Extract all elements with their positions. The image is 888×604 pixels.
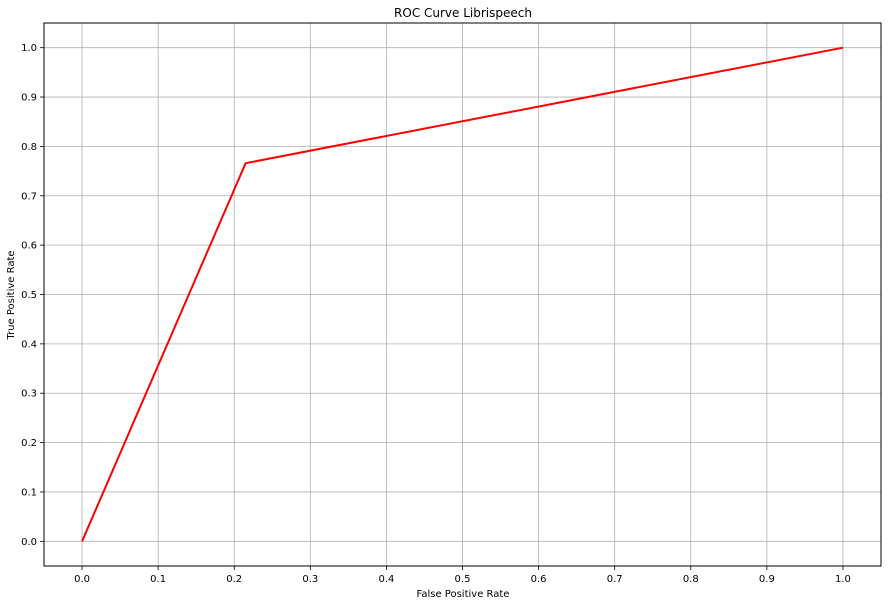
x-tick-label: 1.0 [835, 574, 851, 585]
x-tick-label: 0.5 [455, 574, 471, 585]
roc-curve-line [81, 46, 844, 542]
y-tick-label: 0.5 [21, 290, 37, 301]
y-tick-label: 0.2 [21, 438, 37, 449]
x-tick-label: 0.1 [150, 574, 166, 585]
y-tick-label: 1.0 [21, 43, 37, 54]
x-tick-label: 0.2 [226, 574, 242, 585]
x-tick-label: 0.6 [531, 574, 547, 585]
y-tick-label: 0.7 [21, 191, 37, 202]
y-tick-label: 0.0 [21, 537, 37, 548]
chart-title: ROC Curve Librispeech [394, 6, 532, 20]
y-tick-label: 0.1 [21, 487, 37, 498]
x-tick-label: 0.4 [378, 574, 394, 585]
x-tick-label: 0.7 [607, 574, 623, 585]
x-tick-label: 0.8 [683, 574, 699, 585]
y-tick-label: 0.4 [21, 339, 37, 350]
grid-lines [44, 23, 881, 566]
x-axis-label: False Positive Rate [417, 589, 510, 600]
y-tick-label: 0.6 [21, 241, 37, 252]
y-tick-label: 0.3 [21, 389, 37, 400]
x-tick-label: 0.9 [759, 574, 775, 585]
y-tick-label: 0.9 [21, 93, 37, 104]
series-layer [81, 46, 844, 542]
y-axis-label: True Positive Rate [6, 250, 17, 340]
y-tick-label: 0.8 [21, 142, 37, 153]
x-tick-label: 0.3 [302, 574, 318, 585]
axis-ticks: 0.0 0.1 0.2 0.3 0.4 0.5 0.6 0.7 0.8 0.9 1.0 0.0 0.1 0… [21, 43, 851, 585]
x-tick-label: 0.0 [74, 574, 90, 585]
